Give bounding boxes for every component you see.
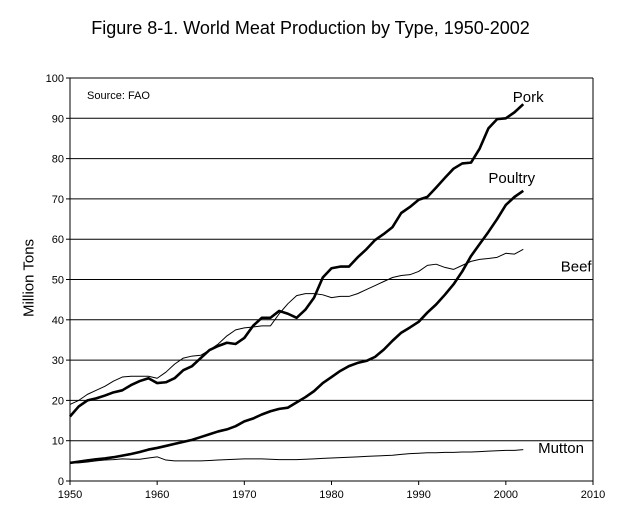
y-tick-label: 100 — [46, 73, 64, 85]
x-tick-label: 2010 — [581, 489, 605, 501]
y-tick-label: 50 — [52, 275, 64, 287]
x-tick-label: 1970 — [232, 489, 256, 501]
y-tick-label: 40 — [52, 315, 64, 327]
series-label-poultry: Poultry — [488, 170, 535, 187]
y-tick-label: 80 — [52, 154, 64, 166]
series-line-poultry — [69, 189, 525, 465]
chart-title: Figure 8-1. World Meat Production by Typ… — [91, 18, 530, 38]
y-tick-label: 90 — [52, 113, 64, 125]
series-labels: Pork Poultry Beef Mutton Source: FAO — [87, 89, 592, 457]
series-line-mutton — [70, 449, 524, 464]
y-tick-label: 10 — [52, 436, 64, 448]
y-tick-label: 60 — [52, 234, 64, 246]
tick-labels: 0 10 20 30 40 50 60 70 80 90 100 1950 1960 1970 1980 19… — [46, 73, 606, 501]
series-line-beef — [69, 248, 524, 405]
y-tick-label: 0 — [58, 476, 64, 488]
y-tick-label: 20 — [52, 395, 64, 407]
x-tick-label: 1950 — [58, 489, 82, 501]
series-label-mutton: Mutton — [538, 440, 584, 457]
series-line-pork — [69, 103, 525, 418]
gridlines — [70, 77, 594, 481]
y-tick-label: 30 — [52, 355, 64, 367]
series-lines — [69, 103, 525, 465]
x-tick-label: 2000 — [494, 489, 518, 501]
axes — [66, 77, 594, 485]
source-note: Source: FAO — [87, 90, 150, 102]
series-label-beef: Beef — [561, 258, 593, 275]
x-tick-label: 1990 — [406, 489, 430, 501]
y-tick-label: 70 — [52, 194, 64, 206]
x-tick-label: 1960 — [145, 489, 169, 501]
series-label-pork: Pork — [513, 89, 544, 106]
x-tick-label: 1980 — [319, 489, 343, 501]
